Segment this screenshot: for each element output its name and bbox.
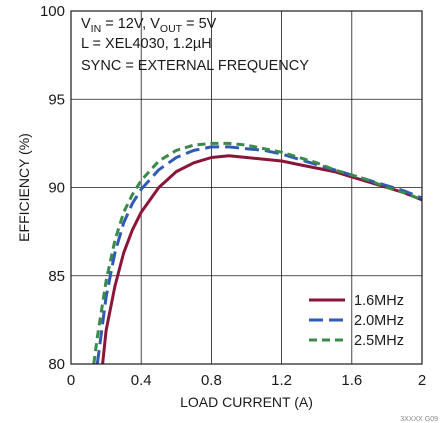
series-line-1.6MHz [101, 154, 423, 365]
x-tick-label: 1.2 [271, 372, 292, 389]
x-tick-labels: 0 0.4 0.8 1.2 1.6 2 [67, 372, 426, 389]
x-tick-label: 0 [67, 372, 75, 389]
y-axis-title: EFFICIENCY (%) [16, 133, 32, 242]
annotation-voltage: VIN = 12V, VOUT = 5V [81, 16, 217, 35]
annotation-mid: = 12V, V [101, 16, 160, 32]
x-tick-label: 0.8 [201, 372, 222, 389]
legend-label: 2.0MHz [354, 313, 404, 329]
annotation-vout-subscript: OUT [160, 23, 183, 35]
x-tick-label: 1.6 [341, 372, 362, 389]
annotation-sync: SYNC = EXTERNAL FREQUENCY [81, 58, 309, 74]
grid [71, 11, 422, 364]
y-tick-label: 80 [48, 356, 65, 373]
legend: 1.6MHz 2.0MHz 2.5MHz [309, 293, 404, 349]
annotation-vin: V [81, 16, 91, 32]
y-tick-label: 90 [48, 180, 65, 197]
plot-frame [70, 10, 423, 365]
y-tick-labels: 80 85 90 95 100 [40, 3, 65, 373]
conditions-annotation: VIN = 12V, VOUT = 5V L = XEL4030, 1.2µH … [81, 16, 309, 74]
y-tick-label: 95 [48, 91, 65, 108]
legend-label: 1.6MHz [354, 293, 404, 309]
figure-code: 3XXXX G09 [400, 416, 438, 423]
x-tick-label: 2 [418, 372, 426, 389]
series-line-2.0MHz [95, 145, 423, 365]
y-tick-label: 85 [48, 268, 65, 285]
series-lines [92, 141, 423, 365]
legend-label: 2.5MHz [354, 333, 404, 349]
y-tick-label: 100 [40, 3, 65, 20]
x-axis-title: LOAD CURRENT (A) [180, 394, 313, 410]
annotation-vin-subscript: IN [91, 23, 102, 35]
annotation-end: = 5V [182, 16, 217, 32]
series-line-2.5MHz [92, 141, 423, 365]
x-tick-label: 0.4 [131, 372, 152, 389]
annotation-inductor: L = XEL4030, 1.2µH [81, 36, 212, 52]
